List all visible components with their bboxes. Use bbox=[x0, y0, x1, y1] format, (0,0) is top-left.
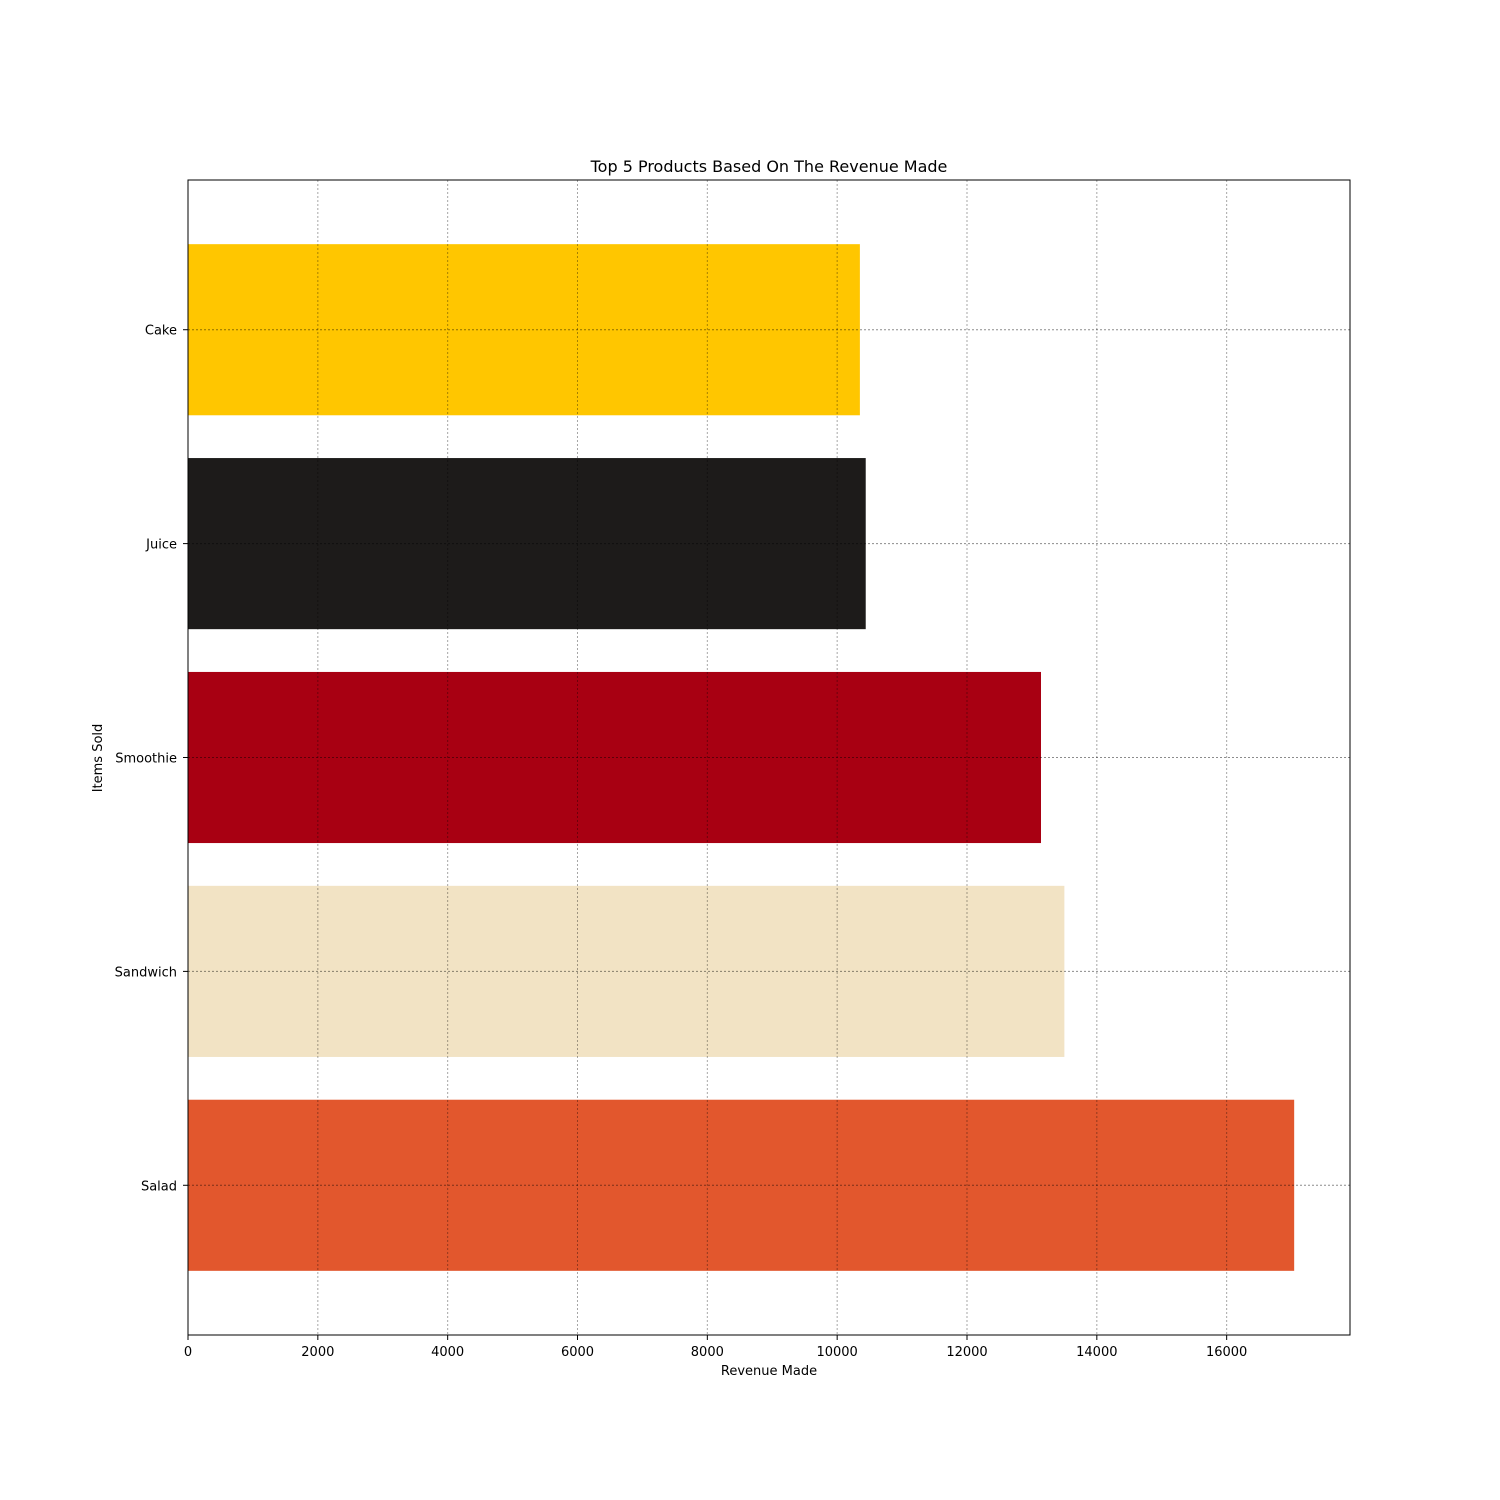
y-tick-label: Juice bbox=[145, 538, 177, 553]
bar-juice bbox=[188, 458, 866, 630]
grid-layer bbox=[187, 180, 1350, 1335]
x-tick-label: 4000 bbox=[431, 1345, 464, 1360]
y-tick-label: Cake bbox=[145, 324, 177, 339]
y-tick-label: Salad bbox=[141, 1179, 177, 1194]
bar-smoothie bbox=[188, 671, 1041, 844]
x-tick-label: 10000 bbox=[816, 1345, 857, 1360]
x-axis-label: Revenue Made bbox=[721, 1364, 817, 1379]
y-axis-label: Items Sold bbox=[91, 724, 106, 793]
x-tick-label: 2000 bbox=[301, 1345, 334, 1360]
y-tick-label: Sandwich bbox=[115, 965, 177, 980]
x-tick-label: 16000 bbox=[1206, 1345, 1247, 1360]
bar-cake bbox=[188, 244, 860, 416]
chart-title: Top 5 Products Based On The Revenue Made bbox=[590, 157, 948, 176]
x-tick-label: 12000 bbox=[946, 1345, 987, 1360]
bar-salad bbox=[188, 1099, 1295, 1271]
bar-sandwich bbox=[188, 885, 1065, 1057]
x-tick-label: 8000 bbox=[691, 1345, 724, 1360]
x-tick-label: 6000 bbox=[561, 1345, 594, 1360]
ticks-layer: 0 2000 4000 6000 8000 10000 12000 14000 16000 Sal… bbox=[115, 324, 1248, 1360]
x-tick-label: 14000 bbox=[1076, 1345, 1117, 1360]
bars-layer bbox=[188, 244, 1295, 1271]
x-tick-label: 0 bbox=[184, 1345, 192, 1360]
y-tick-label: Smoothie bbox=[115, 752, 177, 767]
